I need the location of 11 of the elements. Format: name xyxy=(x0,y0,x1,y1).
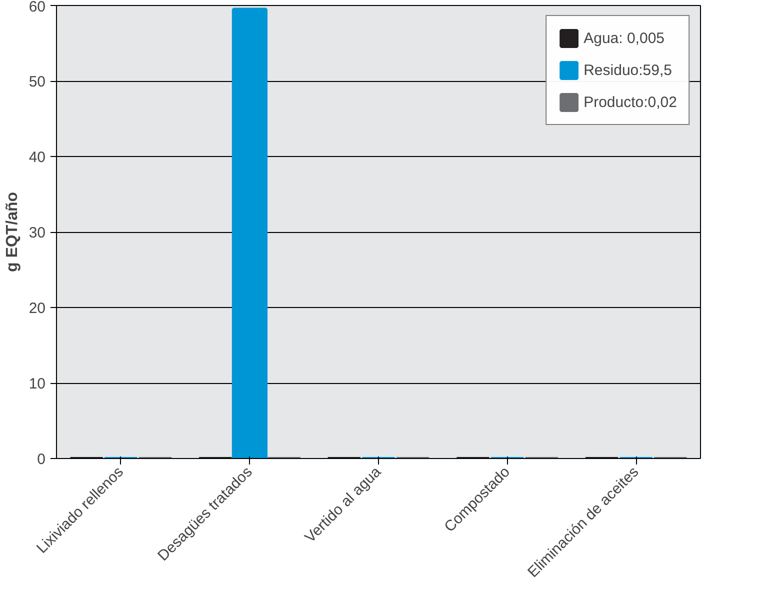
legend-label: Producto:0,02 xyxy=(584,94,677,110)
y-tick-label: 0 xyxy=(37,451,46,468)
y-tick-label: 30 xyxy=(28,224,46,242)
y-axis-title: g EQT/año xyxy=(4,192,21,272)
y-tick-label: 20 xyxy=(28,300,46,317)
y-tick-label: 50 xyxy=(28,74,46,90)
legend-label: Agua: 0,005 xyxy=(584,30,664,46)
y-tick-label: 10 xyxy=(28,376,46,392)
y-tick-label: 60 xyxy=(28,0,46,16)
y-tick-label: 40 xyxy=(28,149,46,166)
legend-label: Residuo:59,5 xyxy=(584,62,672,78)
